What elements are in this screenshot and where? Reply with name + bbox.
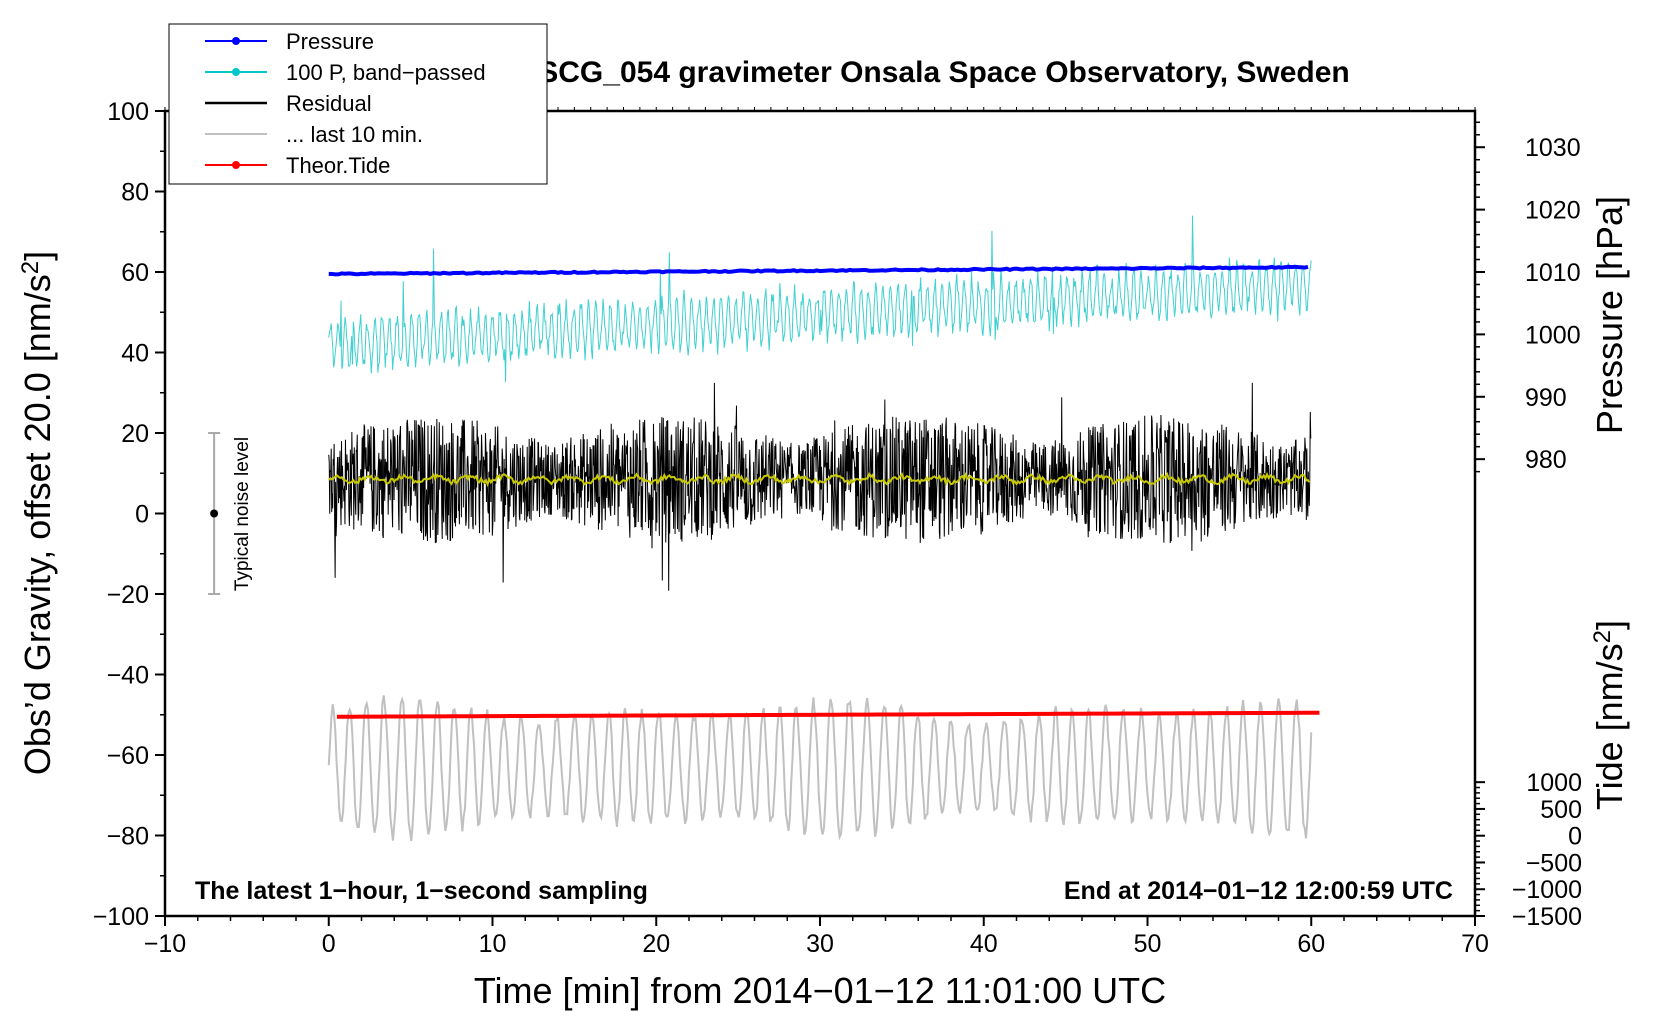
- residual-smoothed-line: [328, 471, 1311, 488]
- y-tick-label: −100: [93, 903, 149, 931]
- pressure-tick-label: 1010: [1525, 259, 1581, 287]
- y-tick-label: −80: [107, 823, 149, 851]
- tide-tick-label: −1000: [1512, 876, 1582, 904]
- x-tick-label: −10: [144, 930, 186, 958]
- x-tick-label: 50: [1134, 930, 1162, 958]
- chart-title: SCG_054 gravimeter Onsala Space Observat…: [538, 56, 1350, 89]
- y-axis-title-end: ]: [17, 251, 58, 261]
- y-axis-title: Obs’d Gravity, offset 20.0 [nm/s2]: [17, 251, 58, 775]
- legend-label: Pressure: [286, 29, 374, 54]
- y-axis-title-sup: 2: [17, 261, 44, 274]
- y-tick-label: 20: [121, 420, 149, 448]
- theoretical-tide-line: [336, 710, 1320, 719]
- y-axis-title-main: Obs’d Gravity, offset 20.0 [nm/s: [17, 274, 58, 775]
- tide-tick-label: 500: [1540, 796, 1582, 824]
- x-tick-label: 10: [479, 930, 507, 958]
- tide-tick-label: −500: [1526, 849, 1582, 877]
- y-tick-label: 100: [107, 98, 149, 126]
- pressure-tick-label: 1000: [1525, 321, 1581, 349]
- x-tick-label: 40: [970, 930, 998, 958]
- sampling-annotation: The latest 1−hour, 1−second sampling: [195, 877, 648, 905]
- end-time-annotation: End at 2014−01−12 12:00:59 UTC: [1064, 877, 1453, 905]
- legend-label: 100 P, band−passed: [286, 60, 486, 85]
- tide-axis-title-sup: 2: [1589, 630, 1616, 643]
- tide-axis-title-end: ]: [1589, 620, 1630, 630]
- legend-items: Pressure 100 P, band−passed Residual ... la…: [205, 29, 486, 178]
- y-tick-label: 0: [135, 501, 149, 529]
- y-tick-label: −60: [107, 742, 149, 770]
- tide-axis-title-main: Tide [nm/s: [1589, 643, 1630, 810]
- y-tick-label: −40: [107, 662, 149, 690]
- tide-axis-title: Tide [nm/s2]: [1589, 620, 1630, 810]
- x-tick-label: 60: [1297, 930, 1325, 958]
- legend-marker: [232, 68, 240, 76]
- pressure-axis-title: Pressure [hPa]: [1589, 196, 1630, 434]
- data-series: [327, 215, 1320, 842]
- pressure-tick-label: 1020: [1525, 197, 1581, 225]
- residual-line: [328, 382, 1312, 591]
- tide-tick-label: −1500: [1512, 903, 1582, 931]
- x-axis-title: Time [min] from 2014−01−12 11:01:00 UTC: [474, 970, 1166, 1011]
- y-tick-label: 60: [121, 259, 149, 287]
- last-10-min-line: [327, 695, 1313, 842]
- x-tick-label: 30: [806, 930, 834, 958]
- legend-marker: [232, 37, 240, 45]
- pressure-line: [328, 264, 1309, 277]
- tide-tick-label: 1000: [1526, 769, 1582, 797]
- y-tick-label: −20: [107, 581, 149, 609]
- bandpassed-pressure-line: [328, 215, 1312, 383]
- axes: −10 0 10 20 30 40 50 60 70−100−80−60−40−20020406…: [93, 98, 1582, 958]
- noise-level-label: Typical noise level: [232, 437, 253, 591]
- legend-marker: [232, 161, 240, 169]
- legend: Pressure 100 P, band−passed Residual ... la…: [168, 23, 548, 185]
- noise-center-dot: [210, 509, 219, 518]
- pressure-tick-label: 980: [1525, 446, 1567, 474]
- x-tick-label: 0: [322, 930, 336, 958]
- legend-label: Theor.Tide: [286, 153, 390, 178]
- x-tick-label: 20: [642, 930, 670, 958]
- pressure-tick-label: 990: [1525, 384, 1567, 412]
- tide-tick-label: 0: [1568, 823, 1582, 851]
- legend-label: ... last 10 min.: [286, 122, 423, 147]
- pressure-tick-label: 1030: [1525, 134, 1581, 162]
- legend-label: Residual: [286, 91, 372, 116]
- y-tick-label: 80: [121, 179, 149, 207]
- x-tick-label: 70: [1461, 930, 1489, 958]
- y-tick-label: 40: [121, 340, 149, 368]
- noise-level-indicator: [208, 432, 221, 595]
